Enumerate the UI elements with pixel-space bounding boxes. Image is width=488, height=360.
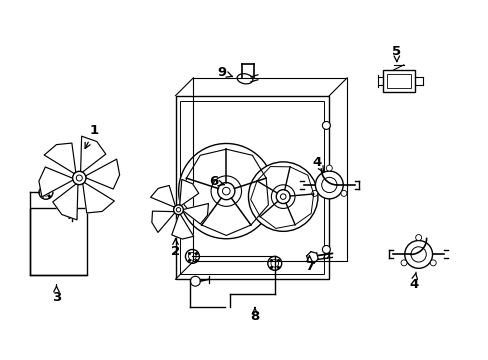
Text: 4: 4	[312, 156, 323, 172]
Circle shape	[217, 183, 234, 200]
Polygon shape	[171, 214, 193, 239]
Circle shape	[280, 194, 285, 199]
Circle shape	[39, 185, 53, 199]
Text: 1: 1	[85, 124, 99, 148]
Ellipse shape	[237, 74, 252, 84]
Polygon shape	[85, 159, 120, 189]
Bar	[386, 74, 410, 88]
Text: 2: 2	[171, 239, 180, 258]
Circle shape	[190, 276, 200, 286]
Circle shape	[322, 246, 330, 253]
Circle shape	[73, 171, 86, 185]
Circle shape	[311, 190, 317, 196]
Polygon shape	[44, 143, 76, 174]
Circle shape	[322, 121, 330, 129]
Text: 8: 8	[250, 307, 259, 323]
Circle shape	[267, 256, 281, 270]
Circle shape	[415, 235, 421, 240]
Circle shape	[340, 190, 346, 196]
Circle shape	[400, 260, 406, 266]
Bar	[30, 208, 87, 275]
Circle shape	[176, 208, 181, 212]
Polygon shape	[82, 183, 114, 213]
Polygon shape	[150, 185, 175, 207]
Text: 6: 6	[209, 175, 224, 189]
Circle shape	[178, 144, 273, 239]
Circle shape	[222, 187, 230, 195]
Bar	[180, 100, 324, 274]
Circle shape	[65, 207, 79, 221]
Text: 5: 5	[391, 45, 401, 62]
Text: 3: 3	[52, 285, 61, 303]
Text: 9: 9	[217, 66, 232, 79]
Circle shape	[404, 240, 432, 268]
Polygon shape	[180, 179, 198, 206]
Circle shape	[173, 205, 183, 215]
Bar	[382, 70, 414, 92]
Polygon shape	[39, 167, 73, 197]
Circle shape	[325, 165, 332, 171]
Polygon shape	[183, 203, 208, 224]
Circle shape	[76, 175, 82, 181]
Polygon shape	[81, 136, 105, 172]
Polygon shape	[53, 184, 78, 220]
Text: 4: 4	[408, 272, 417, 291]
Circle shape	[248, 162, 317, 231]
Circle shape	[315, 171, 343, 199]
Bar	[175, 96, 328, 279]
Circle shape	[185, 249, 199, 264]
Circle shape	[276, 190, 289, 203]
Text: 7: 7	[305, 256, 313, 273]
Circle shape	[429, 260, 435, 266]
Polygon shape	[152, 211, 174, 233]
